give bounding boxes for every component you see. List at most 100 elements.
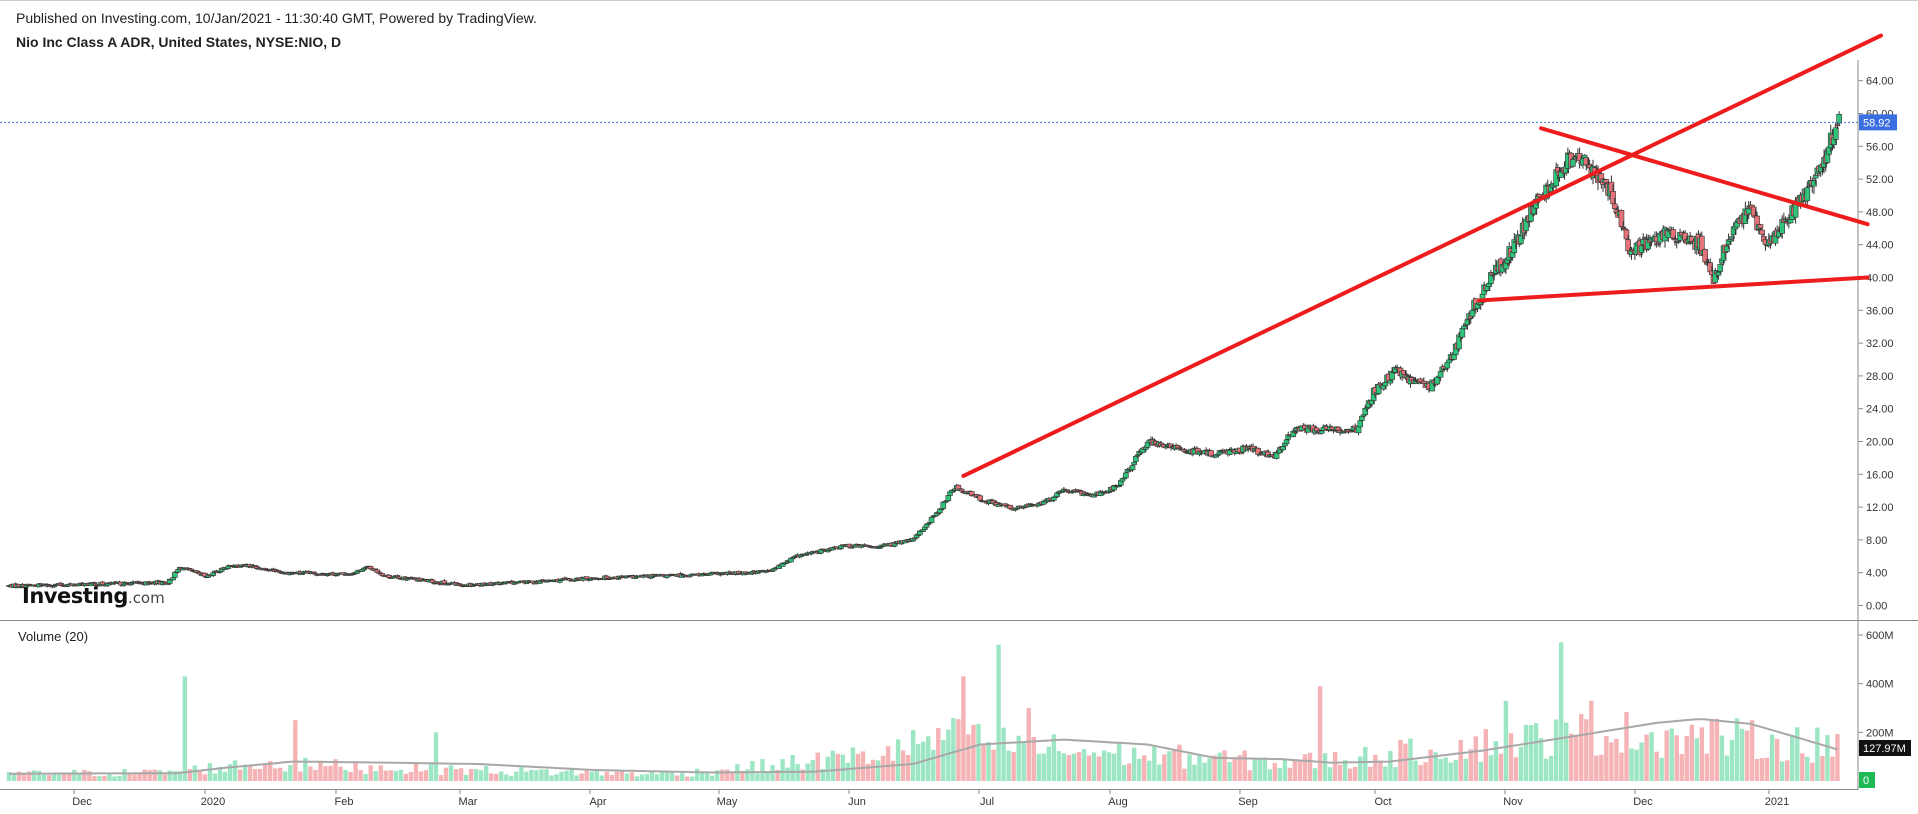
price-tick-label: 56.00: [1866, 141, 1894, 153]
volume-bar: [649, 770, 655, 781]
candle-down: [1655, 243, 1662, 245]
volume-bar: [1342, 760, 1348, 781]
candle-up: [769, 570, 776, 572]
volume-bar: [514, 771, 519, 781]
candle-up: [1558, 171, 1564, 178]
candle-up: [1570, 159, 1576, 167]
volume-bar: [1594, 755, 1599, 781]
volume-bar: [1584, 719, 1589, 781]
volume-bar: [1192, 764, 1197, 781]
last-price-tag: [1859, 114, 1897, 131]
candle-up: [1131, 461, 1137, 465]
volume-bar: [996, 644, 1001, 781]
volume-bar: [654, 774, 660, 781]
volume-bar: [468, 769, 474, 781]
volume-bar: [1272, 763, 1278, 781]
volume-bar: [689, 776, 695, 781]
logo-main: Investing: [22, 584, 128, 608]
volume-bar: [1076, 752, 1082, 781]
volume-bar: [1493, 740, 1499, 781]
logo-suffix: .com: [127, 589, 165, 607]
volume-bar: [1217, 752, 1222, 781]
volume-bar: [1056, 751, 1062, 781]
volume-tick-label: 200M: [1866, 727, 1894, 739]
volume-bar: [1754, 758, 1760, 781]
candle-up: [1464, 319, 1471, 326]
volume-bar: [1081, 749, 1087, 781]
candle-up: [170, 577, 176, 581]
volume-bar: [1785, 760, 1790, 781]
volume-bar: [1533, 723, 1539, 781]
volume-bar: [463, 774, 469, 781]
time-tick-label: Dec: [1633, 796, 1653, 808]
price-tick-label: 32.00: [1866, 338, 1894, 350]
volume-bar: [1267, 769, 1273, 781]
volume-bar: [1227, 761, 1232, 781]
volume-bar: [574, 775, 579, 781]
volume-bar: [1729, 739, 1735, 781]
trendline-3: [1477, 275, 1870, 303]
volume-bar: [122, 769, 127, 781]
volume-bar: [107, 774, 112, 781]
symbol-title: Nio Inc Class A ADR, United States, NYSE…: [16, 34, 342, 50]
volume-bar: [976, 724, 981, 781]
volume-bar: [1468, 749, 1473, 781]
volume-bar: [1523, 724, 1529, 781]
volume-bar: [323, 766, 328, 781]
candle-up: [1511, 239, 1518, 254]
volume-bar: [11, 773, 17, 781]
volume-bar: [1142, 755, 1147, 781]
candle-up: [1461, 325, 1467, 330]
volume-bar: [1353, 766, 1358, 781]
candle-up: [945, 495, 952, 502]
volume-bars-group: [6, 642, 1840, 781]
volume-bar: [720, 769, 725, 781]
volume-bar: [715, 770, 720, 781]
candle-up: [876, 547, 883, 549]
candle-down: [1670, 229, 1677, 239]
volume-bar: [232, 760, 238, 781]
volume-bar: [780, 759, 785, 781]
candle-up: [1134, 454, 1141, 457]
volume-bar: [1086, 755, 1092, 781]
volume-bar: [313, 769, 318, 781]
volume-bar: [438, 775, 444, 781]
volume-bar: [207, 763, 213, 781]
candle-up: [1806, 185, 1812, 188]
volume-bar: [428, 763, 434, 781]
volume-bar: [1759, 758, 1765, 781]
volume-bar: [1558, 642, 1564, 781]
volume-bar: [674, 775, 680, 781]
volume-bar: [1820, 756, 1825, 781]
volume-bar: [815, 752, 820, 781]
volume-ma-label: 127.97M: [1863, 743, 1906, 755]
volume-bar: [1774, 738, 1780, 781]
volume-bar: [1373, 754, 1378, 781]
volume-bar: [986, 742, 991, 781]
volume-bar: [1830, 756, 1835, 781]
volume-bar: [333, 759, 338, 781]
volume-bar: [1167, 751, 1172, 781]
price-tick-label: 48.00: [1866, 207, 1894, 219]
volume-bar: [1277, 768, 1283, 781]
volume-bar: [1046, 746, 1052, 781]
volume-bar: [1694, 738, 1699, 781]
volume-bar: [1714, 718, 1720, 781]
volume-bar: [594, 769, 599, 781]
volume-bar: [549, 775, 554, 781]
volume-bar: [1152, 745, 1157, 781]
volume-bar: [353, 761, 358, 781]
candle-up: [1444, 362, 1451, 369]
volume-bar: [1157, 764, 1162, 781]
volume-bar: [1423, 762, 1428, 781]
candle-up: [1437, 371, 1444, 378]
volume-bar: [895, 739, 901, 781]
volume-bar: [1433, 752, 1438, 781]
volume-bar: [303, 757, 308, 781]
volume-bar: [484, 765, 489, 781]
volume-bar: [659, 771, 665, 781]
volume-bar: [1569, 733, 1574, 781]
volume-bar: [1538, 738, 1544, 781]
volume-bar: [554, 774, 559, 781]
candle-up: [1129, 465, 1136, 471]
